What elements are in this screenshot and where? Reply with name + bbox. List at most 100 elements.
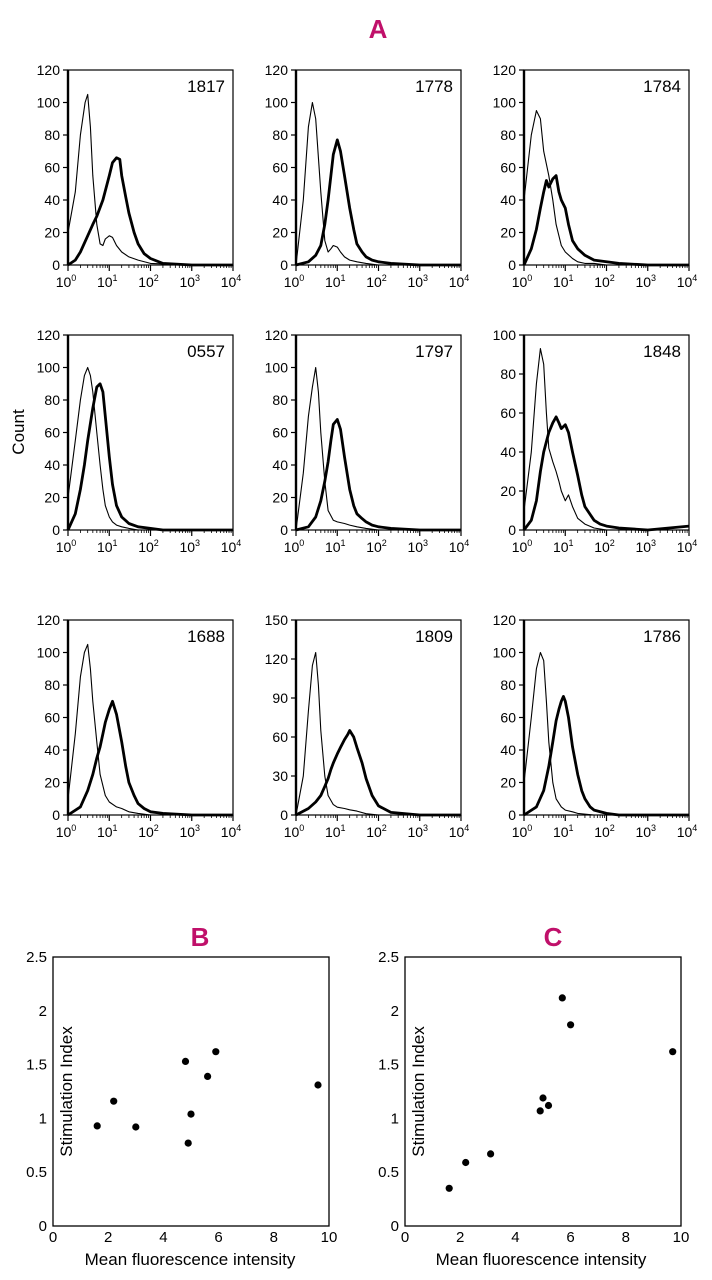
x-tick-label: 100 [56, 823, 77, 840]
x-tick-label: 103 [407, 538, 428, 555]
y-tick-label: 100 [493, 327, 517, 343]
stained-histogram-curve [67, 699, 233, 817]
y-tick-label: 60 [272, 425, 288, 441]
x-tick-label: 4 [159, 1229, 167, 1246]
y-tick-label: 0 [39, 1218, 47, 1235]
y-tick-label: 1 [39, 1110, 47, 1127]
y-tick-label: 2.5 [378, 949, 399, 966]
y-tick-label: 20 [500, 775, 516, 791]
control-histogram-curve [295, 366, 461, 531]
histogram-y-axis-title: Count [9, 409, 28, 455]
y-tick-label: 40 [500, 742, 516, 758]
x-tick-label: 102 [366, 823, 387, 840]
x-tick-label: 102 [138, 273, 159, 290]
y-tick-label: 40 [500, 444, 516, 460]
y-tick-label: 100 [265, 360, 289, 376]
x-tick-label: 102 [138, 823, 159, 840]
y-tick-label: 150 [265, 612, 289, 628]
y-tick-label: 80 [500, 127, 516, 143]
x-tick-label: 104 [677, 538, 698, 555]
scatter-plot-c: 0 0.5 1 1.5 2 2.5 0 2 4 6 8 10 Mean fluorescence int… [378, 949, 689, 1269]
y-tick-label: 20 [500, 483, 516, 499]
y-tick-label: 80 [44, 127, 60, 143]
plot-frame [523, 619, 690, 816]
y-tick-label: 0 [280, 807, 288, 823]
y-tick-label: 1 [391, 1110, 399, 1127]
y-tick-label: 120 [37, 62, 61, 78]
control-histogram-curve [295, 101, 461, 266]
sample-id-label: 0557 [187, 342, 225, 361]
y-axis-title: Stimulation Index [57, 1026, 76, 1157]
data-point [462, 1158, 470, 1167]
y-tick-label: 60 [44, 425, 60, 441]
y-tick-label: 80 [272, 392, 288, 408]
x-tick-label: 102 [594, 538, 615, 555]
histogram-1778: 0 20 40 60 80 100 120 100 101 102 103 104 1778 [265, 62, 470, 290]
data-point [93, 1122, 101, 1130]
y-tick-label: 40 [272, 457, 288, 473]
x-tick-label: 101 [553, 273, 574, 290]
y-tick-label: 0 [508, 807, 516, 823]
x-tick-label: 100 [284, 823, 305, 840]
y-tick-label: 20 [272, 490, 288, 506]
plot-frame [295, 69, 462, 266]
stained-histogram-curve [522, 415, 690, 532]
sample-id-label: 1797 [415, 342, 453, 361]
y-tick-label: 100 [37, 95, 61, 111]
data-point [184, 1139, 192, 1147]
y-tick-label: 60 [272, 729, 288, 745]
x-tick-label: 10 [673, 1229, 690, 1246]
x-tick-label: 10 [321, 1229, 338, 1246]
y-tick-label: 0.5 [378, 1164, 399, 1181]
x-tick-label: 104 [449, 273, 470, 290]
x-tick-label: 103 [179, 823, 200, 840]
data-point [487, 1150, 495, 1158]
x-tick-label: 104 [677, 273, 698, 290]
data-point [212, 1048, 220, 1056]
x-tick-label: 100 [512, 823, 533, 840]
stained-histogram-curve [295, 729, 461, 817]
y-tick-label: 40 [500, 192, 516, 208]
sample-id-label: 1848 [643, 342, 681, 361]
x-tick-label: 103 [635, 538, 656, 555]
stained-histogram-curve [523, 695, 689, 817]
x-tick-label: 102 [366, 273, 387, 290]
x-tick-label: 2 [104, 1229, 112, 1246]
x-tick-label: 103 [179, 538, 200, 555]
x-tick-label: 4 [511, 1229, 519, 1246]
sample-id-label: 1688 [187, 627, 225, 646]
x-tick-label: 101 [553, 823, 574, 840]
y-tick-label: 0 [391, 1218, 399, 1235]
y-tick-label: 100 [265, 95, 289, 111]
y-tick-label: 20 [44, 225, 60, 241]
histogram-1688: 0 20 40 60 80 100 120 100 101 102 103 104 1688 [37, 612, 242, 840]
control-histogram-curve [523, 348, 689, 531]
stained-histogram-curve [295, 418, 461, 532]
y-tick-label: 2 [391, 1003, 399, 1020]
plot-frame [67, 619, 234, 816]
x-tick-label: 104 [677, 823, 698, 840]
x-tick-label: 103 [635, 823, 656, 840]
x-tick-label: 103 [635, 273, 656, 290]
panel-label-a: A [369, 14, 388, 44]
y-tick-label: 120 [265, 62, 289, 78]
x-tick-label: 103 [179, 273, 200, 290]
y-tick-label: 20 [44, 775, 60, 791]
x-tick-label: 101 [97, 538, 118, 555]
control-histogram-curve [67, 366, 233, 531]
x-tick-label: 103 [407, 273, 428, 290]
stained-histogram-curve [66, 382, 233, 532]
x-tick-label: 104 [449, 538, 470, 555]
plot-frame [404, 956, 682, 1227]
y-tick-label: 30 [272, 768, 288, 784]
data-point [567, 1021, 575, 1029]
plot-frame [67, 334, 234, 531]
histogram-1809: 0 30 60 90 120 150 100 101 102 103 104 1809 [265, 612, 470, 840]
y-tick-label: 40 [44, 457, 60, 473]
panel-label-b: B [191, 922, 210, 952]
stained-histogram-curve [67, 156, 233, 267]
y-tick-label: 60 [500, 160, 516, 176]
y-tick-label: 0 [52, 807, 60, 823]
